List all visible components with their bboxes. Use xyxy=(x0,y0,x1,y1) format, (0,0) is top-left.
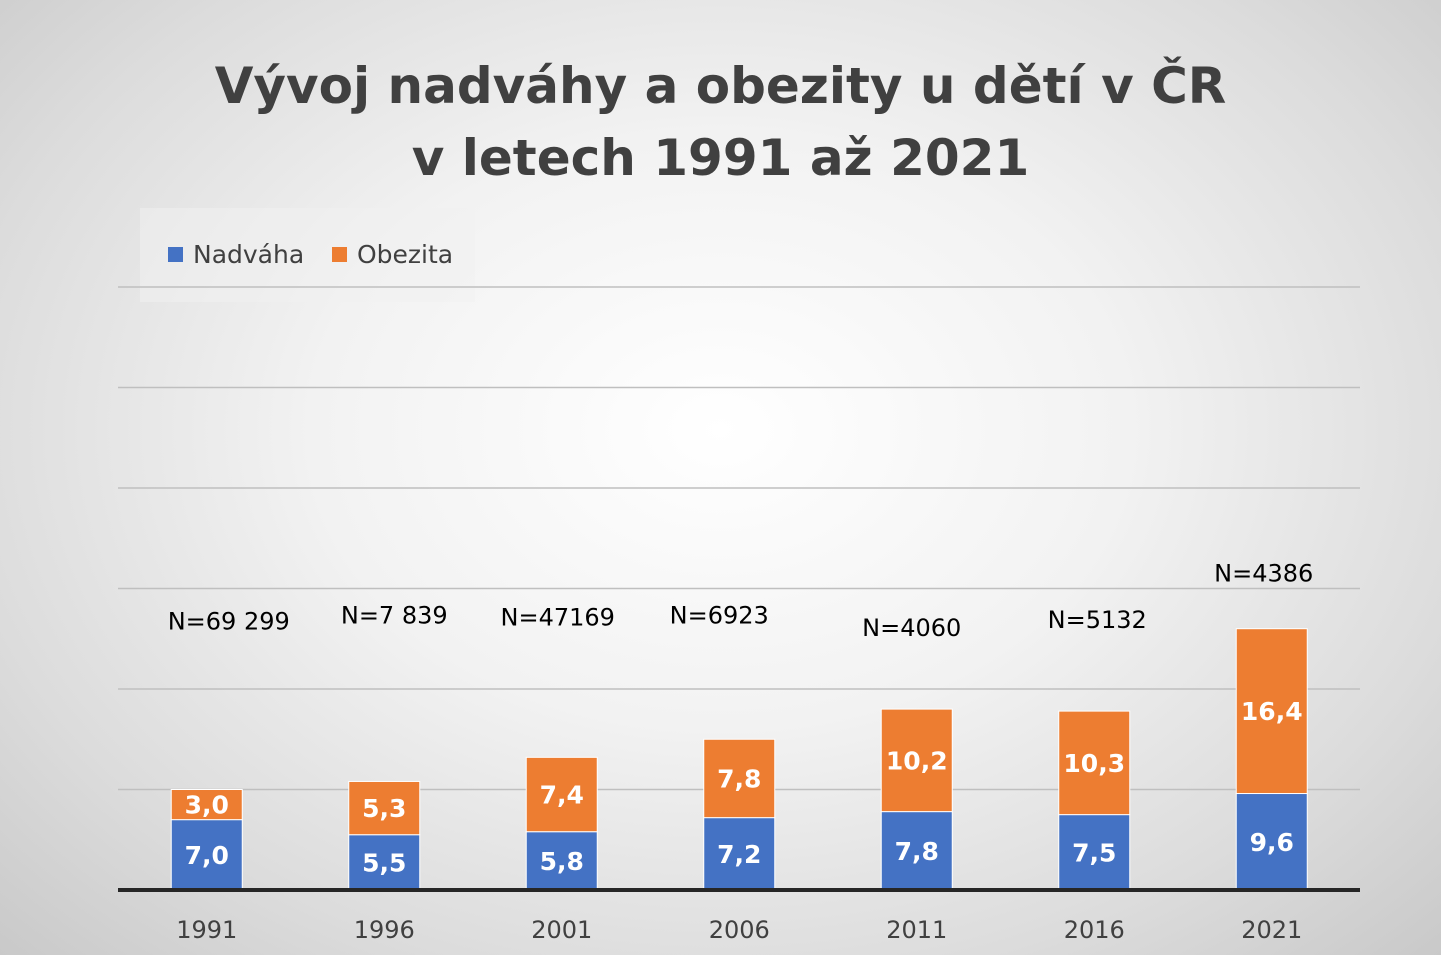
x-tick-label-2006: 2006 xyxy=(709,916,770,944)
data-label-obezita-2001: 7,4 xyxy=(540,781,584,810)
legend-label-obezita: Obezita xyxy=(357,240,454,269)
legend-label-nadvaha: Nadváha xyxy=(193,240,305,269)
chart-title: Vývoj nadváhy a obezity u dětí v ČR v le… xyxy=(0,50,1441,194)
bar-nadváha-2011 xyxy=(880,811,953,891)
data-label-nadváha-1996: 5,5 xyxy=(362,848,406,877)
sample-size-label-1991: N=69 299 xyxy=(168,608,290,636)
data-label-obezita-2011: 10,2 xyxy=(886,746,948,775)
bar-obezita-2011 xyxy=(880,708,953,813)
x-tick-label-1991: 1991 xyxy=(176,916,237,944)
bar-obezita-2001 xyxy=(525,756,598,833)
sample-size-label-2021: N=4386 xyxy=(1214,560,1313,588)
bar-nadváha-2016 xyxy=(1058,814,1131,891)
data-label-obezita-1996: 5,3 xyxy=(362,794,406,823)
bar-obezita-2006 xyxy=(703,738,776,819)
sample-size-label-2016: N=5132 xyxy=(1048,606,1147,634)
data-label-nadváha-2001: 5,8 xyxy=(540,847,584,876)
bar-nadváha-2021 xyxy=(1235,793,1308,891)
sample-size-label-2006: N=6923 xyxy=(670,601,769,629)
bar-obezita-2021 xyxy=(1235,628,1308,795)
data-label-obezita-2016: 10,3 xyxy=(1063,749,1125,778)
x-tick-label-2011: 2011 xyxy=(886,916,947,944)
x-tick-label-1996: 1996 xyxy=(354,916,415,944)
bar-obezita-1991 xyxy=(170,789,243,821)
legend-item-obezita: Obezita xyxy=(332,240,453,269)
legend-swatch-nadvaha xyxy=(168,247,183,262)
x-tick-label-2016: 2016 xyxy=(1064,916,1125,944)
sample-size-label-2011: N=4060 xyxy=(862,614,961,642)
data-label-nadváha-2006: 7,2 xyxy=(717,840,761,869)
data-label-obezita-2006: 7,8 xyxy=(717,764,761,793)
legend-swatch-obezita xyxy=(332,247,347,262)
data-label-nadváha-2016: 7,5 xyxy=(1072,838,1116,867)
bar-nadváha-1996 xyxy=(348,834,421,891)
data-label-nadváha-1991: 7,0 xyxy=(185,841,229,870)
data-label-nadváha-2011: 7,8 xyxy=(895,837,939,866)
chart-title-line2: v letech 1991 až 2021 xyxy=(411,129,1030,187)
data-label-obezita-1991: 3,0 xyxy=(185,791,229,820)
sample-size-label-1996: N=7 839 xyxy=(341,601,448,629)
data-label-obezita-2021: 16,4 xyxy=(1241,697,1303,726)
sample-size-label-2001: N=47169 xyxy=(501,603,615,631)
bar-obezita-1996 xyxy=(348,780,421,836)
x-tick-label-2001: 2001 xyxy=(531,916,592,944)
x-tick-label-2021: 2021 xyxy=(1241,916,1302,944)
bar-nadváha-2006 xyxy=(703,817,776,891)
data-label-nadváha-2021: 9,6 xyxy=(1250,828,1294,857)
bar-obezita-2016 xyxy=(1058,710,1131,816)
bar-nadváha-1991 xyxy=(170,819,243,891)
chart-title-line1: Vývoj nadváhy a obezity u dětí v ČR xyxy=(214,57,1227,115)
legend-item-nadvaha: Nadváha xyxy=(168,240,304,269)
